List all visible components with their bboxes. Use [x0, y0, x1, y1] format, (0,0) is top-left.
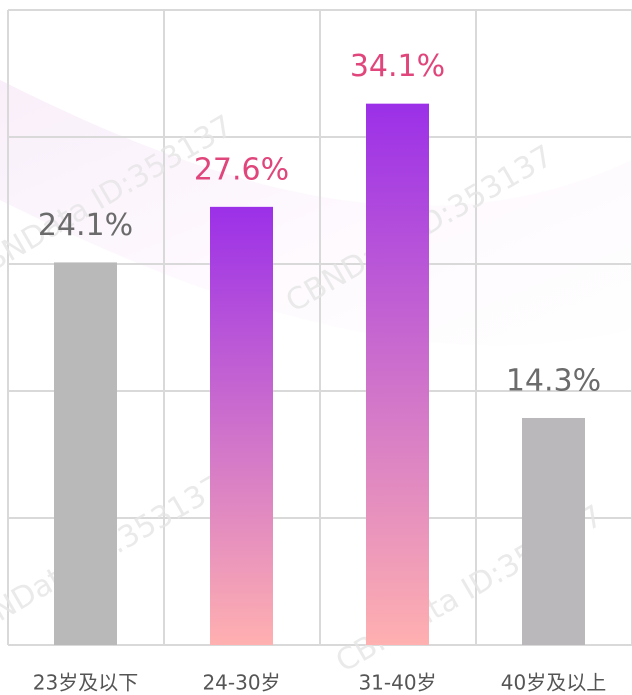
- bar: [54, 262, 117, 645]
- bar: [522, 417, 585, 645]
- bar: [210, 206, 273, 645]
- background-wash: [0, 80, 632, 346]
- value-label: 34.1%: [350, 49, 445, 84]
- x-tick-label: 31-40岁: [358, 671, 436, 695]
- bar: [366, 103, 429, 646]
- value-label: 27.6%: [194, 152, 289, 187]
- x-tick-label: 23岁及以下: [33, 671, 138, 695]
- x-tick-label: 24-30岁: [202, 671, 280, 695]
- value-label: 24.1%: [38, 208, 133, 243]
- value-label: 14.3%: [506, 363, 601, 398]
- x-tick-label: 40岁及以上: [501, 671, 606, 695]
